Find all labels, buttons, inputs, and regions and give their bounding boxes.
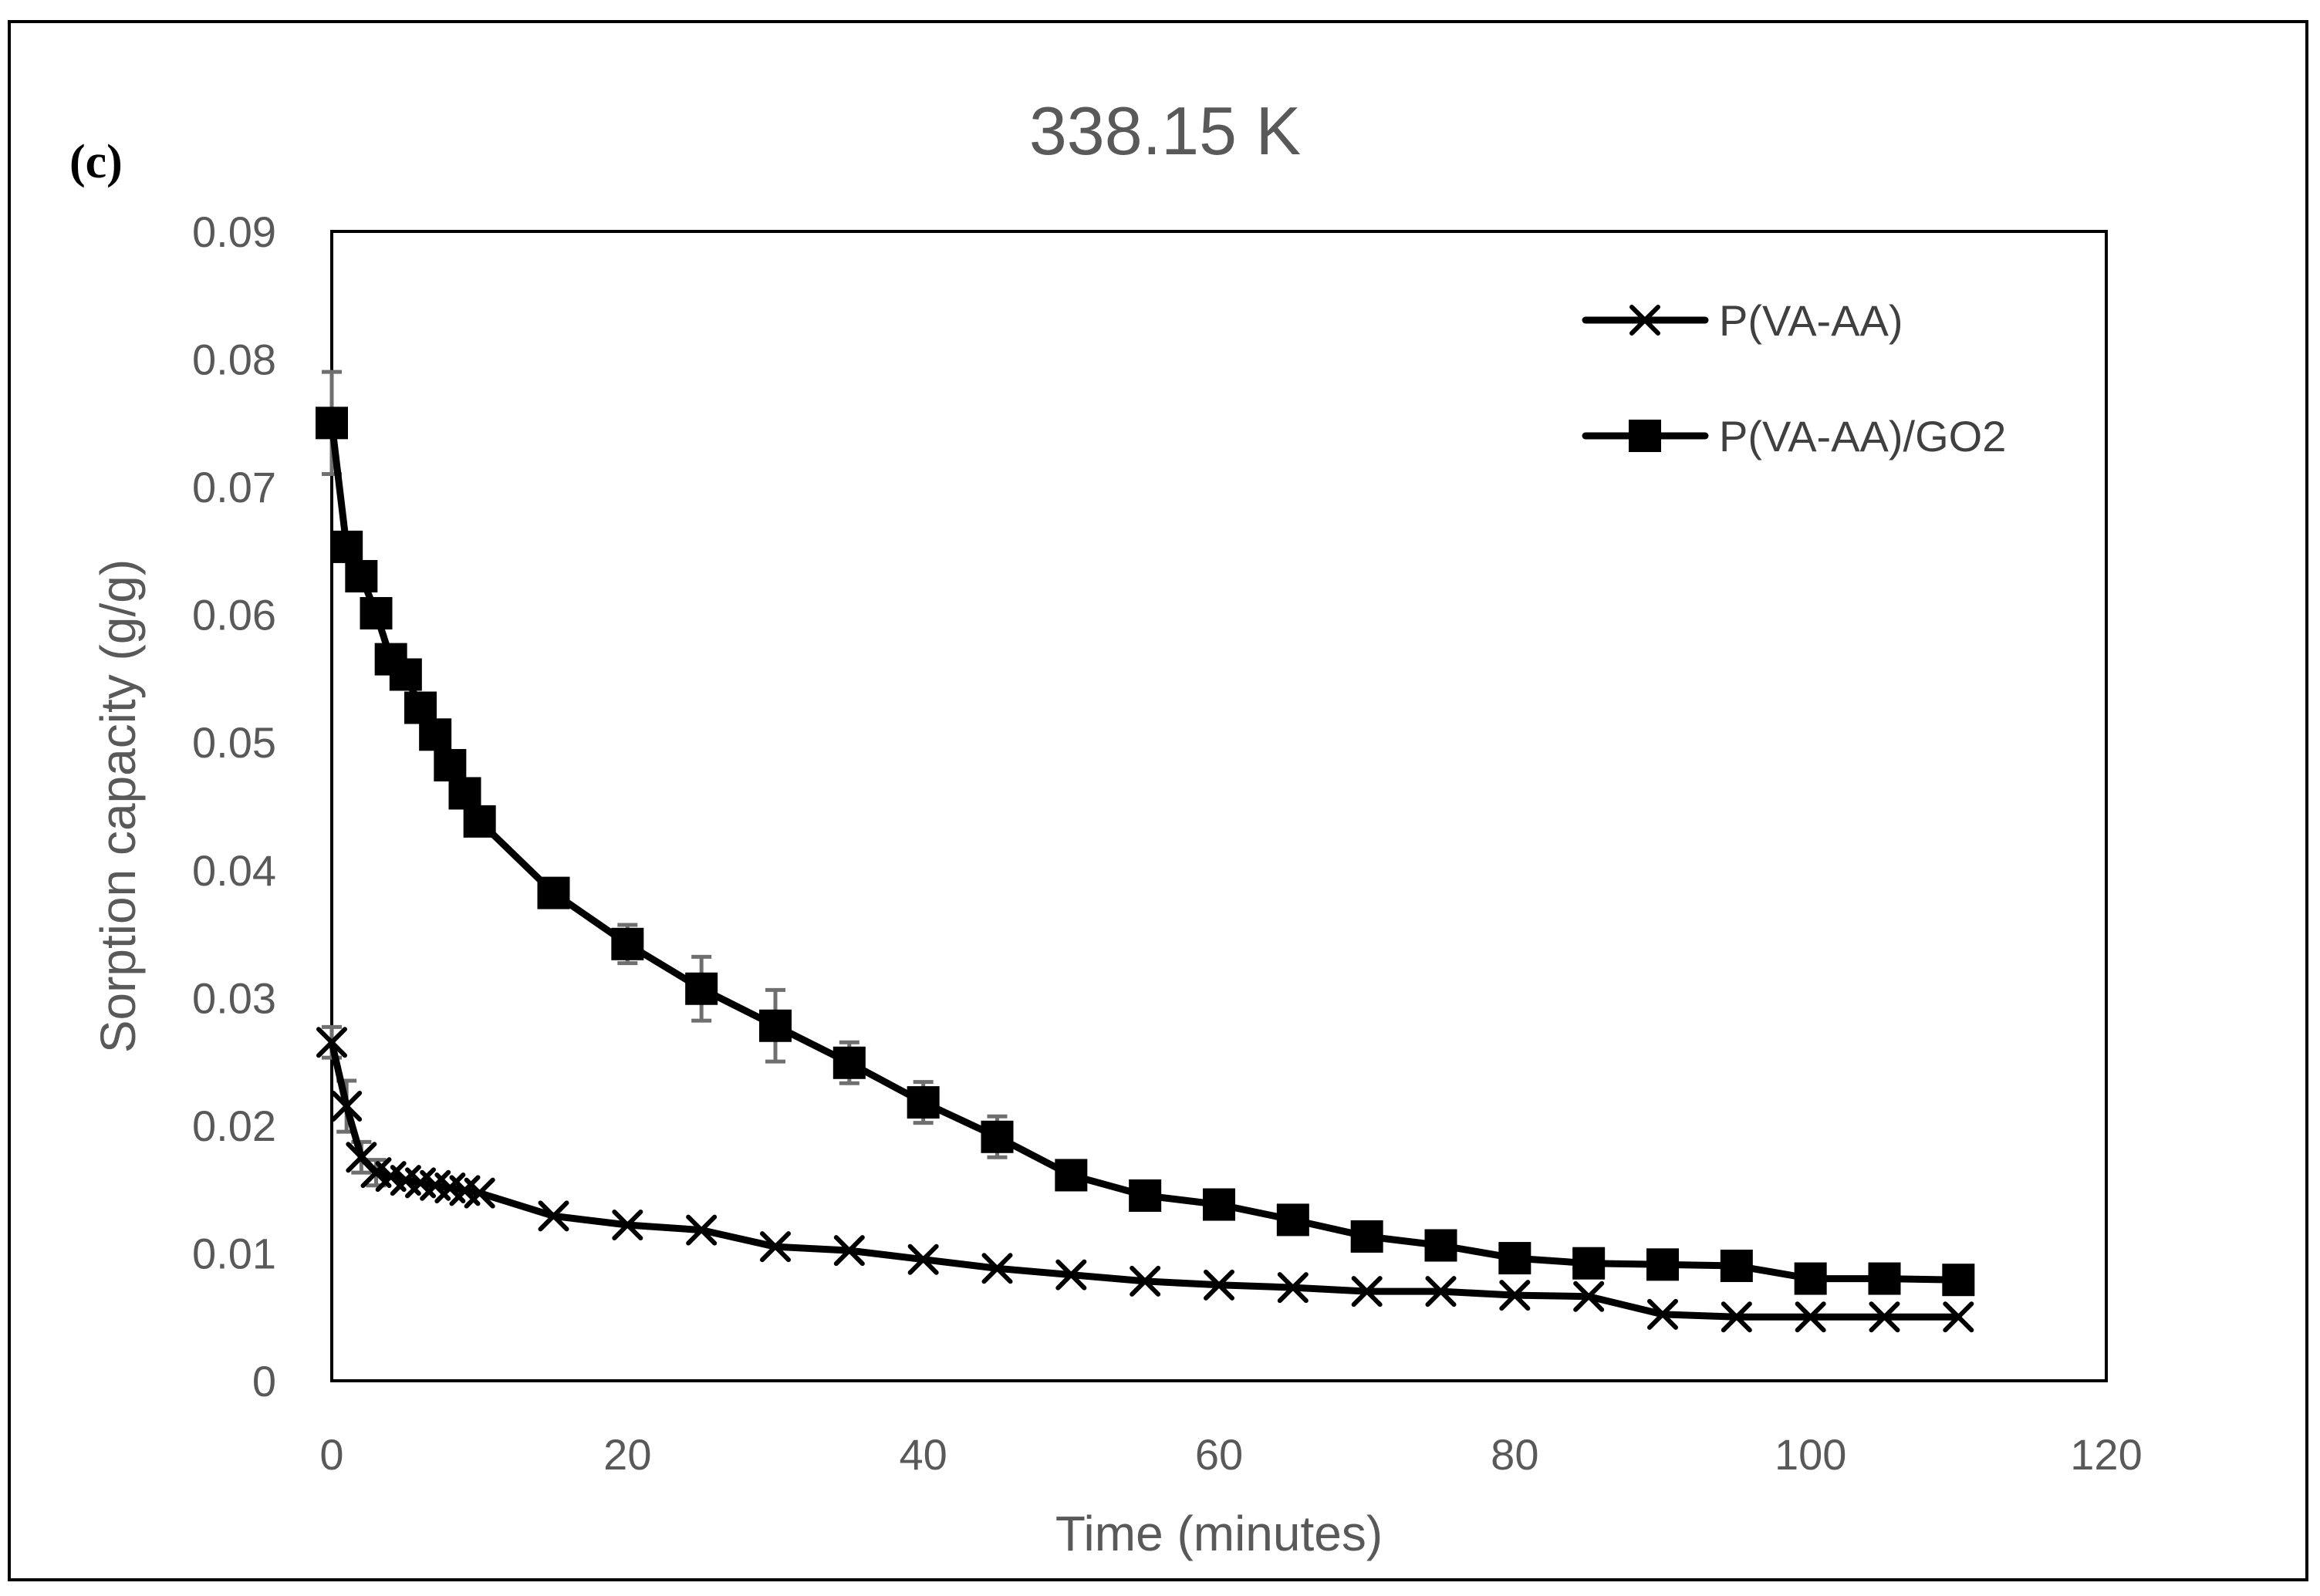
y-tick-label: 0.06 [192,591,276,639]
data-point [1573,1281,1605,1312]
data-point [1204,1269,1234,1301]
legend-symbol [1629,420,1661,452]
data-point [538,1200,569,1232]
data-point [1794,1262,1827,1295]
data-point [1721,1301,1752,1333]
data-point [1055,1259,1087,1291]
data-point [1203,1188,1235,1221]
y-tick-label: 0.07 [192,463,276,511]
data-point [537,876,570,909]
legend-label-p-va-aa-go2: P(VA-AA)/GO2 [1719,412,2006,461]
data-point [1647,1298,1678,1330]
data-point [907,1086,940,1119]
data-point [1498,1242,1531,1275]
data-point [1055,1159,1088,1192]
data-point [464,1177,495,1209]
data-point [1720,1250,1753,1282]
y-tick-label: 0.05 [192,718,276,767]
data-point [1499,1280,1531,1311]
data-point [1425,1276,1457,1308]
data-point [1351,1276,1383,1308]
data-point [360,597,393,630]
data-point [1869,1301,1900,1333]
data-point [419,718,452,751]
data-point [981,1120,1014,1153]
legend: P(VA-AA) P(VA-AA)/GO2 [1582,296,2006,461]
x-tick-label: 80 [1491,1430,1538,1479]
x-tick-label: 120 [2070,1430,2142,1479]
x-tick-label: 0 [319,1430,343,1479]
y-axis-ticks: 0 0.01 0.02 0.03 0.04 0.05 0.06 0.07 0.08 0.09 [192,208,276,1405]
figure-frame [8,20,2308,1581]
y-axis-label: Sorption capacity (g/g) [90,559,146,1053]
series-p-va-aa [316,1024,1974,1333]
data-point [1130,1265,1161,1297]
data-point [833,1235,865,1267]
data-point [981,1253,1013,1284]
data-point [1795,1301,1826,1333]
x-tick-label: 60 [1195,1430,1243,1479]
panel-label: (c) [69,136,123,188]
data-point [612,1210,643,1241]
data-point [331,1091,363,1122]
series-p-va-aa-go2 [316,369,1975,1297]
y-tick-label: 0 [252,1357,276,1405]
plot-area [330,230,2108,1382]
data-point [1646,1248,1679,1281]
x-axis-label: Time (minutes) [1055,1506,1383,1561]
data-point [686,1214,718,1246]
chart-title: 338.15 K [1029,93,1301,169]
data-point [1276,1203,1309,1237]
data-point [907,1243,939,1275]
data-point [448,777,481,810]
y-tick-label: 0.03 [192,973,276,1022]
y-tick-label: 0.01 [192,1229,276,1277]
data-point [1942,1264,1975,1297]
data-point [759,1009,792,1042]
legend-marker-p-va-aa [1629,305,1660,336]
data-point [760,1231,791,1263]
data-point [434,749,467,782]
legend-symbol [1629,305,1660,336]
data-point [685,972,718,1005]
data-point [463,805,496,838]
data-point [1350,1220,1383,1253]
y-tick-label: 0.08 [192,336,276,384]
data-point [1943,1301,1974,1333]
data-point [345,560,378,592]
data-point [1868,1262,1901,1295]
x-tick-label: 20 [603,1430,651,1479]
data-point [832,1046,866,1079]
data-point [389,658,422,691]
y-tick-label: 0.04 [192,846,276,895]
y-tick-label: 0.02 [192,1102,276,1150]
y-tick-label: 0.09 [192,208,276,256]
legend-label-p-va-aa: P(VA-AA) [1719,296,1903,345]
data-point [316,407,348,440]
series-layer [316,369,1975,1333]
legend-marker-p-va-aa-go2 [1629,420,1661,452]
x-axis-ticks: 0 20 40 60 80 100 120 [319,1430,2142,1479]
data-point [1129,1179,1162,1212]
data-point [1424,1229,1457,1262]
x-tick-label: 100 [1775,1430,1846,1479]
data-point [330,530,363,563]
x-tick-label: 40 [900,1430,947,1479]
data-point [1572,1247,1606,1280]
data-point [611,927,644,960]
data-point [316,1027,347,1058]
data-point [1277,1272,1309,1304]
